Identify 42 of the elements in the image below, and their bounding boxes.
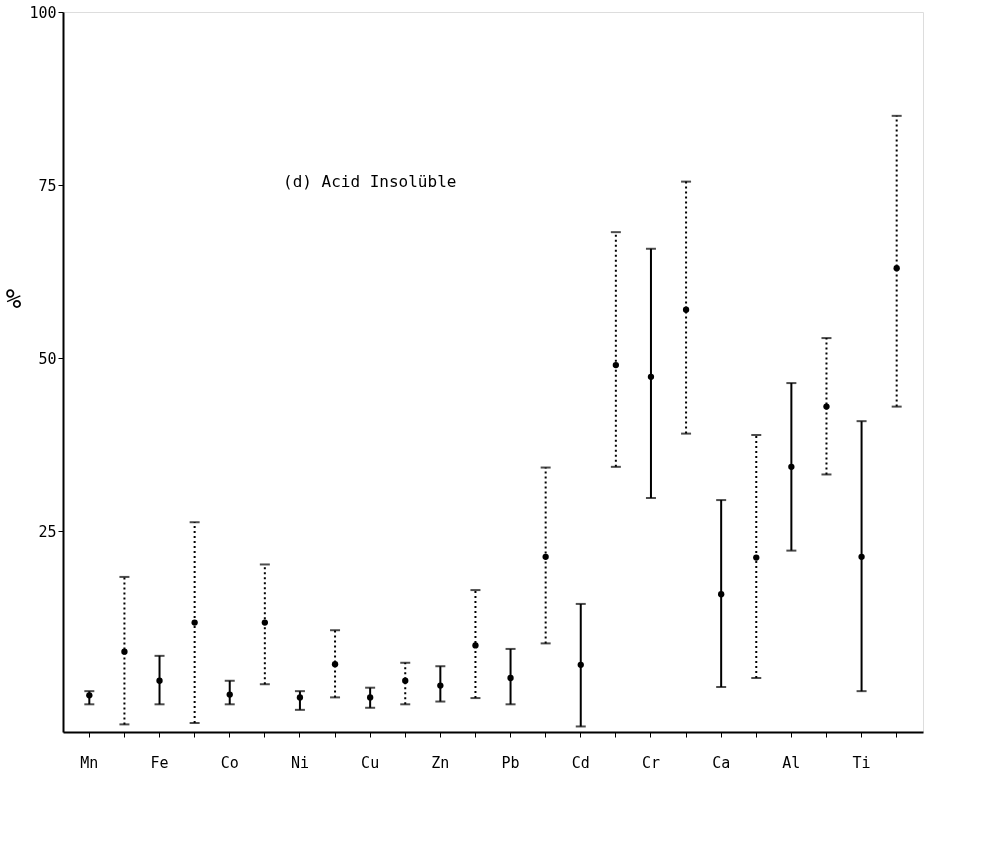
- x-tick-label: Zn: [431, 753, 450, 772]
- y-tick-label: 100: [29, 3, 57, 22]
- y-tick-label: 25: [38, 522, 57, 541]
- x-tick-label: Pb: [501, 753, 520, 772]
- point: [893, 265, 900, 272]
- x-tick-label: Cu: [361, 753, 380, 772]
- point: [718, 591, 725, 598]
- x-tick-label: Mn: [80, 753, 99, 772]
- point: [121, 648, 128, 655]
- y-tick-label: 50: [38, 349, 57, 368]
- x-tick-label: Cd: [571, 753, 590, 772]
- point: [788, 463, 795, 470]
- x-tick-label: Co: [220, 753, 239, 772]
- x-tick-label: Cr: [641, 753, 660, 772]
- point: [682, 306, 690, 313]
- x-tick-label: Al: [782, 753, 801, 772]
- point: [507, 674, 514, 682]
- point: [472, 642, 479, 649]
- point: [753, 554, 760, 561]
- point: [261, 619, 268, 626]
- point: [823, 403, 830, 410]
- annotation: (d) Acid Insolüble: [283, 172, 457, 191]
- point: [366, 694, 374, 701]
- point: [437, 682, 444, 689]
- point: [858, 553, 865, 560]
- y-tick-label: 75: [38, 176, 57, 195]
- point: [331, 661, 339, 668]
- point: [191, 619, 198, 626]
- point: [296, 694, 304, 701]
- x-tick-label: Fe: [150, 753, 169, 772]
- y-axis-title: %: [5, 283, 22, 314]
- x-tick-label: Ni: [290, 753, 309, 772]
- point: [156, 677, 163, 684]
- point: [86, 692, 93, 699]
- point: [402, 677, 409, 684]
- point: [577, 661, 584, 668]
- x-tick-label: Ca: [712, 753, 731, 772]
- point: [647, 373, 655, 380]
- point: [226, 691, 233, 698]
- point: [612, 361, 620, 369]
- point: [542, 553, 549, 560]
- x-tick-label: Ti: [852, 753, 871, 772]
